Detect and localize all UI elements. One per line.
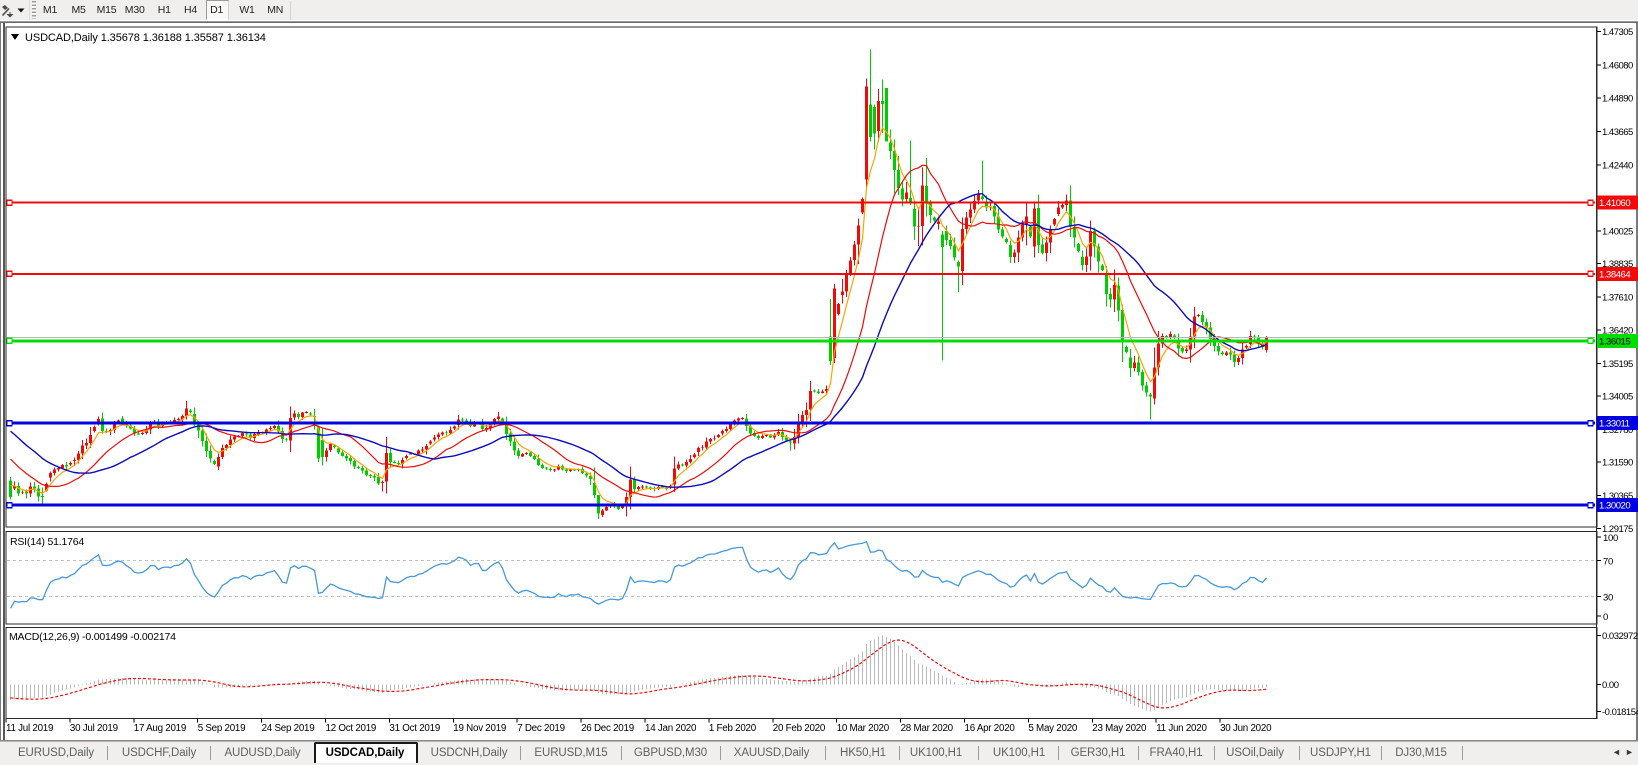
svg-text:10 Mar 2020: 10 Mar 2020	[837, 723, 890, 734]
svg-text:1.41060: 1.41060	[1599, 198, 1630, 209]
svg-text:30: 30	[1603, 593, 1613, 604]
svg-text:1.30365: 1.30365	[1602, 491, 1633, 502]
svg-text:16 Apr 2020: 16 Apr 2020	[965, 723, 1016, 734]
svg-text:100: 100	[1603, 533, 1618, 544]
svg-text:1.38464: 1.38464	[1599, 269, 1630, 280]
svg-text:11 Jul 2019: 11 Jul 2019	[6, 723, 53, 734]
svg-text:7 Dec 2019: 7 Dec 2019	[517, 723, 565, 734]
svg-text:1.47305: 1.47305	[1602, 27, 1633, 38]
svg-text:MACD(12,26,9) -0.001499 -0.002: MACD(12,26,9) -0.001499 -0.002174	[9, 631, 176, 643]
svg-text:5 Sep 2019: 5 Sep 2019	[198, 723, 246, 734]
svg-text:RSI(14) 51.1764: RSI(14) 51.1764	[10, 536, 84, 548]
svg-text:1.43665: 1.43665	[1602, 127, 1633, 138]
svg-text:1.44890: 1.44890	[1602, 93, 1633, 104]
svg-text:30 Jun 2020: 30 Jun 2020	[1220, 723, 1272, 734]
svg-text:26 Dec 2019: 26 Dec 2019	[581, 723, 634, 734]
svg-text:1.38835: 1.38835	[1602, 259, 1633, 270]
svg-text:-0.018154: -0.018154	[1602, 707, 1638, 718]
svg-text:14 Jan 2020: 14 Jan 2020	[645, 723, 697, 734]
svg-text:1.36420: 1.36420	[1602, 325, 1633, 336]
svg-text:USDCAD,Daily 1.35678 1.36188: USDCAD,Daily 1.35678 1.36188 1.35587 1.3…	[25, 32, 266, 44]
svg-text:0.032972: 0.032972	[1602, 631, 1638, 642]
svg-text:1.40025: 1.40025	[1602, 227, 1633, 238]
svg-text:70: 70	[1603, 557, 1613, 568]
svg-text:0.00: 0.00	[1602, 680, 1619, 691]
svg-text:1.37610: 1.37610	[1602, 293, 1633, 304]
svg-text:1.32780: 1.32780	[1602, 425, 1633, 436]
svg-text:20 Feb 2020: 20 Feb 2020	[773, 723, 826, 734]
svg-text:23 May 2020: 23 May 2020	[1092, 723, 1147, 734]
svg-text:1.34005: 1.34005	[1602, 392, 1633, 403]
svg-text:1.36015: 1.36015	[1599, 336, 1630, 347]
svg-text:30 Jul 2019: 30 Jul 2019	[70, 723, 118, 734]
svg-text:0: 0	[1603, 612, 1608, 623]
svg-text:1.29175: 1.29175	[1602, 524, 1633, 535]
svg-text:1.33011: 1.33011	[1599, 419, 1630, 430]
svg-text:19 Nov 2019: 19 Nov 2019	[453, 723, 506, 734]
svg-text:1.46080: 1.46080	[1602, 61, 1633, 72]
svg-text:1 Feb 2020: 1 Feb 2020	[709, 723, 757, 734]
svg-text:12 Oct 2019: 12 Oct 2019	[326, 723, 377, 734]
svg-text:1.31590: 1.31590	[1602, 458, 1633, 469]
svg-text:31 Oct 2019: 31 Oct 2019	[389, 723, 440, 734]
svg-text:1.35195: 1.35195	[1602, 359, 1633, 370]
svg-text:28 Mar 2020: 28 Mar 2020	[901, 723, 954, 734]
svg-text:5 May 2020: 5 May 2020	[1028, 723, 1077, 734]
svg-text:1.30020: 1.30020	[1599, 501, 1630, 512]
svg-text:11 Jun 2020: 11 Jun 2020	[1156, 723, 1207, 734]
svg-text:1.42440: 1.42440	[1602, 160, 1633, 171]
svg-text:24 Sep 2019: 24 Sep 2019	[262, 723, 315, 734]
svg-text:17 Aug 2019: 17 Aug 2019	[134, 723, 186, 734]
